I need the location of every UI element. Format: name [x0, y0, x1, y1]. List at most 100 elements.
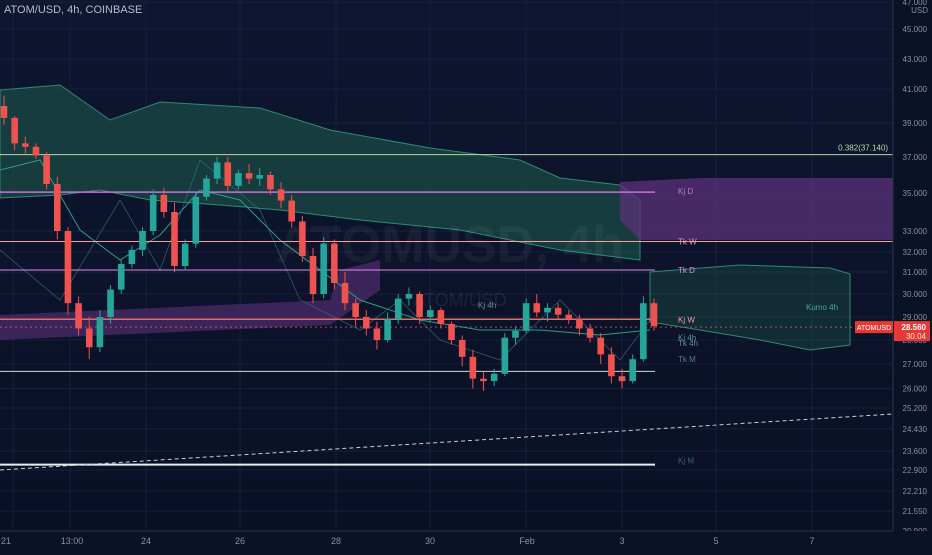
annotation-label: Kj 4h: [478, 301, 496, 310]
chart-title: ATOM/USD, 4h, COINBASE: [4, 4, 143, 16]
y-tick-label: 27.000: [903, 360, 928, 369]
candle-body: [309, 256, 317, 294]
candle-body: [352, 303, 359, 317]
candle-body: [437, 310, 445, 324]
y-tick-label: 23.600: [903, 447, 928, 456]
candle-body: [32, 146, 40, 156]
candle-body: [224, 162, 232, 186]
candle-body: [53, 184, 61, 231]
candle-body: [469, 356, 477, 379]
price-axis-bg: [893, 0, 932, 550]
candle-body: [160, 194, 168, 212]
annotation-label: Kj W: [678, 315, 695, 324]
candle-body: [267, 175, 274, 190]
x-tick-label: 24: [141, 536, 151, 546]
candle-body: [426, 310, 434, 317]
x-tick-label: 7: [809, 536, 814, 546]
y-tick-label: 21.550: [903, 507, 928, 516]
candle-body: [245, 173, 253, 179]
candle-body: [576, 319, 583, 329]
kumo-cloud-future: [649, 264, 851, 351]
candle-body: [331, 243, 338, 283]
y-tick-label: 41.000: [903, 85, 928, 94]
candle-body: [650, 303, 658, 327]
candle-body: [299, 221, 306, 256]
candle-body: [235, 173, 242, 186]
y-tick-label: 47.000: [903, 0, 928, 7]
candle-body: [192, 196, 200, 244]
candle-body: [181, 243, 189, 266]
candle-body: [362, 317, 370, 329]
candle-body: [139, 231, 146, 250]
candle-body: [597, 337, 605, 355]
candle-body: [43, 155, 50, 184]
x-tick-label: 26: [235, 536, 245, 546]
candle-body: [203, 178, 210, 197]
x-tick-label: 5: [713, 536, 718, 546]
candle-body: [448, 323, 455, 340]
y-tick-label: 25.200: [903, 404, 928, 413]
trend-line: [0, 413, 894, 471]
candle-body: [85, 328, 93, 348]
annotation-label: Tk M: [678, 355, 696, 364]
x-tick-label: 28: [331, 536, 341, 546]
y-tick-label: 39.000: [903, 119, 928, 128]
y-tick-label: 32.000: [903, 248, 928, 257]
candle-body: [117, 264, 125, 290]
candle-body: [405, 294, 413, 299]
annotation-label: Tk D: [678, 266, 695, 275]
candle-body: [554, 307, 562, 315]
candle-body: [565, 314, 573, 320]
price-tag-value: 28.560: [902, 323, 927, 332]
candle-body: [608, 354, 615, 377]
annotation-label: 0.382(37.140): [838, 144, 888, 153]
candle-body: [586, 328, 594, 338]
candle-body: [11, 117, 18, 144]
x-tick-label: 21: [1, 536, 11, 546]
candle-body: [128, 249, 136, 264]
candle-body: [64, 231, 72, 304]
candle-body: [640, 303, 647, 360]
candle-body: [629, 359, 636, 382]
y-tick-label: 31.000: [903, 268, 928, 277]
annotation-label: Kumo 4h: [806, 303, 838, 312]
annotation-label: Kj D: [678, 187, 693, 196]
candle-body: [490, 373, 498, 382]
candle-body: [277, 189, 285, 201]
candle-body: [394, 298, 402, 320]
y-tick-label: 35.000: [903, 189, 928, 198]
candle-body: [501, 337, 509, 374]
annotation-label: Kj M: [678, 457, 694, 466]
candle-body: [533, 303, 541, 313]
candle-body: [149, 194, 157, 231]
x-tick-label: Feb: [519, 536, 535, 546]
annotation-label: Tk W: [678, 238, 697, 247]
x-tick-label: 3: [619, 536, 624, 546]
y-tick-label: 33.000: [903, 227, 928, 236]
annotation-label: Tk 4h: [678, 339, 698, 348]
time-axis-bg: [0, 531, 932, 550]
candle-body: [256, 175, 264, 179]
currency-label: USD: [911, 6, 928, 15]
x-tick-label: 30: [425, 536, 435, 546]
candle-body: [373, 328, 381, 340]
x-tick-label: 13:00: [61, 536, 84, 546]
price-tag-sub: 30.04: [906, 332, 927, 341]
y-tick-label: 26.000: [903, 384, 928, 393]
y-tick-label: 29.000: [903, 313, 928, 322]
y-tick-label: 30.000: [903, 290, 928, 299]
watermark-main: ATOMUSD, 4h: [276, 216, 624, 274]
candle-body: [320, 243, 327, 294]
candle-body: [480, 378, 487, 382]
candle-body: [384, 319, 391, 340]
y-tick-label: 37.000: [903, 153, 928, 162]
kijun-line: [0, 159, 651, 336]
candle-body: [416, 294, 423, 317]
candle-body: [288, 200, 296, 222]
candle-body: [618, 376, 626, 382]
candle-body: [341, 283, 349, 304]
y-tick-label: 43.000: [903, 55, 928, 64]
candle-body: [107, 289, 114, 317]
